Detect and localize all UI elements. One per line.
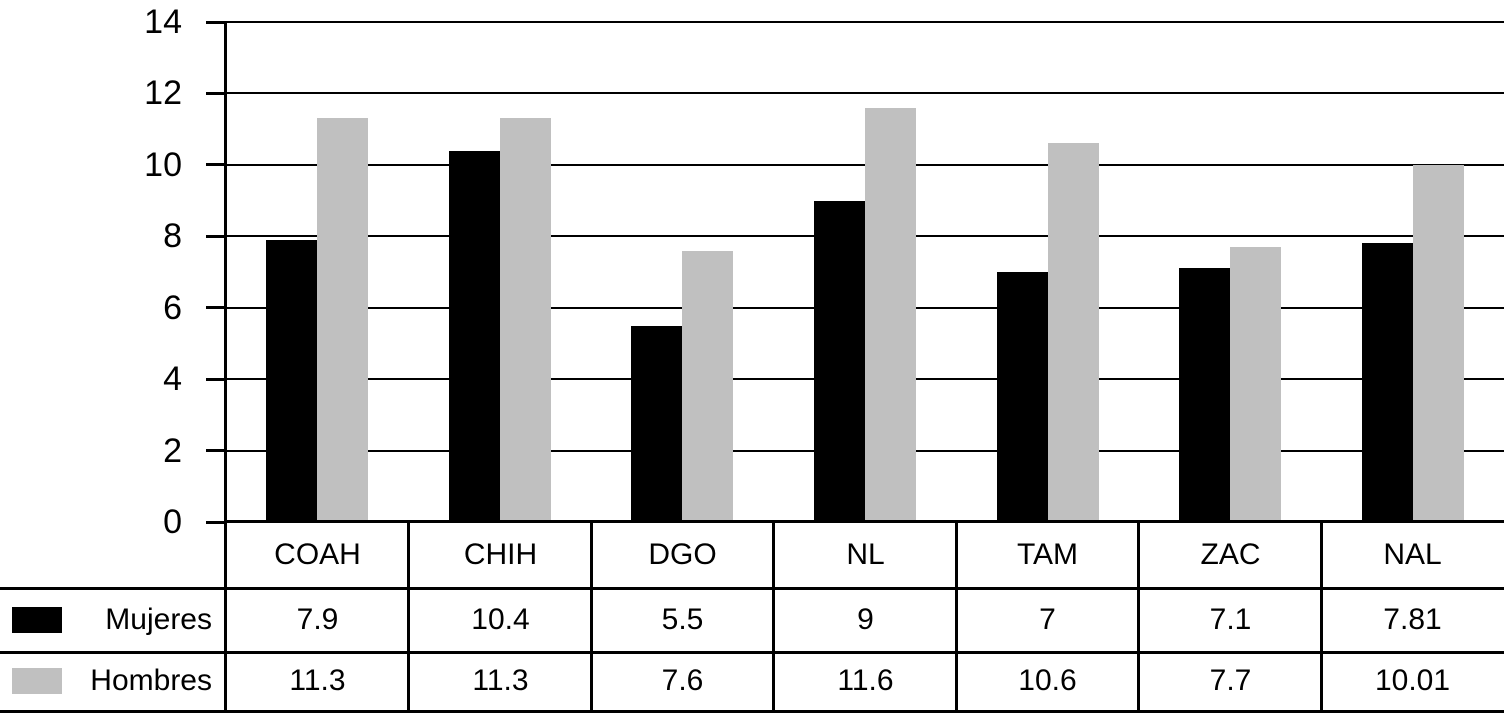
table-column-divider: [590, 522, 593, 713]
category-header-cell: CHIH: [463, 538, 538, 571]
value-cell-mujeres: 7.1: [1209, 602, 1252, 636]
bar-mujeres-coah: [266, 240, 317, 522]
table-column-divider: [1137, 522, 1140, 713]
value-cell-hombres: 10.6: [1018, 664, 1077, 697]
bar-hombres-nal: [1413, 165, 1464, 523]
y-axis-tick-label: 8: [163, 217, 182, 255]
value-cell-mujeres: 9: [857, 602, 874, 636]
bar-hombres-tam: [1048, 143, 1099, 522]
y-axis-line: [224, 21, 227, 713]
bar-mujeres-zac: [1179, 268, 1230, 522]
table-row-separator: [0, 710, 1504, 713]
value-cell-hombres: 11.3: [289, 664, 346, 697]
legend-swatch-hombres: [12, 668, 62, 694]
bar-mujeres-nal: [1362, 243, 1413, 522]
value-cell-mujeres: 5.5: [661, 602, 704, 636]
value-cell-hombres: 7.6: [661, 664, 704, 697]
y-axis-tick: [206, 449, 226, 452]
value-cell-mujeres: 10.4: [471, 602, 530, 636]
y-axis-tick-label: 10: [144, 146, 182, 184]
table-column-divider: [955, 522, 958, 713]
table-column-divider: [1320, 522, 1323, 713]
bar-hombres-nl: [865, 108, 916, 522]
y-axis-tick-label: 14: [144, 3, 182, 41]
y-axis-tick: [206, 306, 226, 309]
bar-hombres-dgo: [682, 251, 733, 522]
y-axis-tick: [206, 521, 226, 524]
table-row-separator: [0, 651, 1504, 654]
bar-hombres-chih: [500, 118, 551, 522]
y-axis-tick: [206, 235, 226, 238]
y-axis-tick-label: 12: [144, 74, 182, 112]
value-cell-hombres: 11.6: [837, 664, 894, 697]
y-axis-tick: [206, 92, 226, 95]
category-header-cell: NL: [846, 538, 885, 571]
gridline: [226, 92, 1504, 94]
value-cell-mujeres: 7.81: [1383, 602, 1442, 636]
bar-mujeres-chih: [449, 151, 500, 522]
category-header-cell: NAL: [1383, 538, 1442, 571]
y-axis-tick-label: 2: [163, 432, 182, 470]
y-axis-tick: [206, 163, 226, 166]
value-cell-hombres: 7.7: [1209, 664, 1252, 697]
x-axis-line: [224, 520, 1504, 523]
bar-hombres-coah: [317, 118, 368, 522]
category-header-cell: DGO: [648, 538, 717, 571]
value-cell-mujeres: 7.9: [296, 602, 339, 636]
category-header-cell: TAM: [1016, 538, 1079, 571]
table-column-divider: [772, 522, 775, 713]
bar-hombres-zac: [1230, 247, 1281, 522]
category-header-cell: COAH: [274, 538, 361, 571]
value-cell-mujeres: 7: [1039, 602, 1056, 636]
gridline: [226, 21, 1504, 23]
y-axis-tick: [206, 378, 226, 381]
legend-label-mujeres: Mujeres: [105, 602, 212, 636]
legend-swatch-mujeres: [12, 607, 62, 633]
y-axis-tick-label: 6: [163, 289, 182, 327]
bar-mujeres-nl: [814, 201, 865, 522]
legend-label-hombres: Hombres: [90, 664, 212, 697]
table-column-divider: [407, 522, 410, 713]
value-cell-hombres: 10.01: [1374, 664, 1451, 697]
category-header-cell: ZAC: [1200, 538, 1261, 571]
bar-mujeres-tam: [997, 272, 1048, 522]
value-cell-hombres: 11.3: [472, 664, 529, 697]
y-axis-tick-label: 0: [163, 503, 182, 541]
table-row-separator: [0, 587, 1504, 590]
bar-mujeres-dgo: [631, 326, 682, 522]
y-axis-tick: [206, 21, 226, 24]
y-axis-tick-label: 4: [163, 360, 182, 398]
